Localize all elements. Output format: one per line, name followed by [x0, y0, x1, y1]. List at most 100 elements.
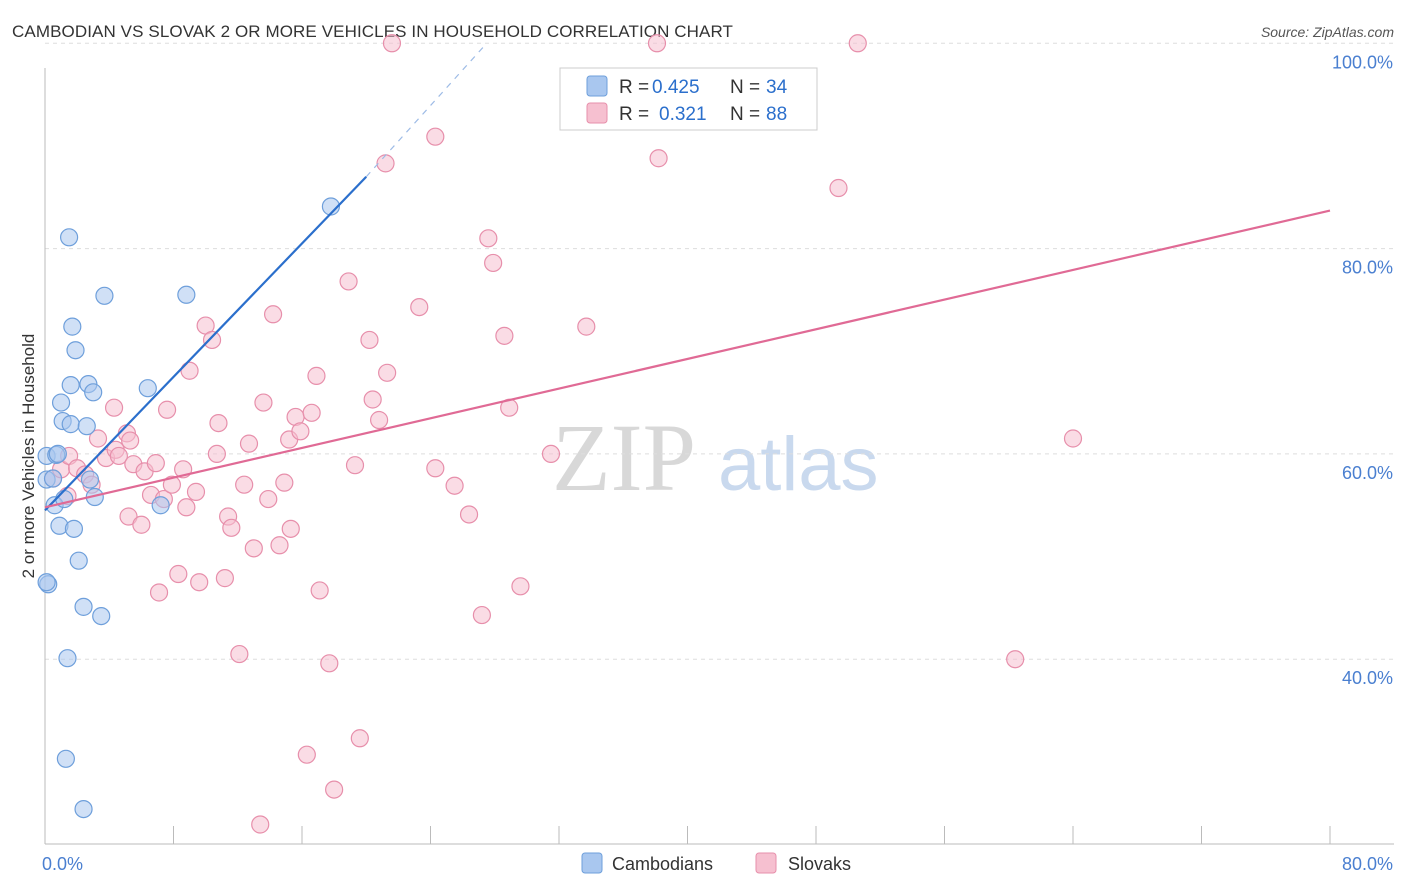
x-axis-labels: 0.0% 80.0%	[42, 854, 1393, 874]
slovak-point-79	[647, 34, 667, 53]
cambodian-point-27	[92, 606, 111, 626]
cambodian-point-24	[80, 470, 100, 489]
slovak-point-34	[215, 569, 234, 588]
slovak-point-84	[1063, 429, 1083, 448]
slovak-point-66	[410, 297, 429, 317]
slovak-point-10	[109, 446, 128, 466]
slovak-point-33	[209, 414, 228, 433]
slovak-point-53	[307, 366, 326, 385]
cambodian-legend-swatch	[586, 75, 608, 97]
slovak-point-29	[190, 573, 209, 592]
slovak-point-31	[202, 330, 222, 350]
watermark-atlas: atlas	[718, 422, 879, 507]
cambodian-point-25	[84, 383, 103, 402]
cambodian-n-value: 34	[766, 77, 788, 98]
slovak-r-value: 0.321	[659, 104, 707, 125]
slovak-point-13	[121, 431, 140, 450]
slovak-point-65	[382, 34, 402, 53]
slovak-point-64	[376, 154, 395, 173]
cambodians-legend-label: Cambodians	[612, 854, 713, 874]
slovak-point-80	[649, 149, 668, 168]
slovak-point-71	[472, 605, 491, 625]
slovak-point-37	[230, 644, 249, 664]
slovak-point-41	[251, 815, 270, 834]
slovak-point-11	[104, 398, 124, 417]
slovak-point-43	[259, 489, 278, 509]
slovak-point-54	[310, 581, 329, 600]
slovak-point-58	[345, 456, 365, 475]
slovak-point-52	[302, 403, 321, 422]
cambodian-point-33	[37, 573, 56, 592]
cambodian-point-29	[138, 379, 157, 398]
y-tick-label-2: 60.0%	[1342, 463, 1393, 483]
slovak-trend-line	[44, 209, 1331, 509]
cambodian-point-12	[58, 649, 77, 668]
chart-title: CAMBODIAN VS SLOVAK 2 OR MORE VEHICLES I…	[12, 22, 734, 41]
slovak-point-82	[848, 34, 867, 53]
y-axis-title: 2 or more Vehicles in Household	[19, 334, 38, 579]
slovak-point-14	[119, 507, 138, 526]
slovak-point-78	[577, 317, 596, 336]
stats-legend: R = 0.425 N = 34 R = 0.321 N = 88	[559, 67, 818, 131]
cambodian-point-22	[77, 417, 96, 436]
cambodian-point-31	[177, 285, 196, 304]
slovak-point-36	[222, 518, 241, 537]
cambodian-trend-extension	[365, 42, 488, 178]
cambodian-point-14	[61, 376, 80, 395]
slovak-point-7	[88, 429, 108, 448]
slovak-point-48	[281, 519, 300, 538]
cambodian-point-21	[74, 799, 93, 819]
slovak-points	[43, 34, 1083, 834]
y-tick-label-3: 40.0%	[1342, 668, 1393, 688]
y-tick-label-1: 80.0%	[1342, 258, 1393, 278]
slovaks-legend-swatch	[755, 852, 777, 874]
cambodian-point-8	[51, 393, 71, 412]
slovak-point-46	[275, 473, 294, 492]
slovak-point-24	[169, 564, 188, 584]
slovak-legend-swatch	[586, 102, 608, 124]
slovak-point-16	[132, 515, 151, 534]
y-axis-labels: 100.0% 80.0% 60.0% 40.0%	[1332, 52, 1393, 688]
slovak-point-26	[177, 498, 196, 517]
slovak-point-70	[459, 505, 479, 524]
cambodian-point-15	[61, 415, 80, 434]
x-tick-label-1: 80.0%	[1342, 854, 1393, 874]
cambodian-point-3	[43, 469, 63, 488]
cambodian-trend-line	[44, 175, 368, 512]
cambodian-point-17	[64, 519, 84, 538]
grid-lines	[45, 42, 1394, 660]
slovak-point-45	[270, 536, 289, 555]
slovak-point-57	[339, 272, 358, 291]
cambodian-point-16	[63, 317, 82, 336]
cambodian-r-label: R =	[619, 77, 649, 98]
x-axis-ticks	[44, 826, 1331, 844]
slovak-n-label: N =	[730, 104, 760, 125]
slovak-point-22	[157, 400, 177, 419]
cambodians-legend-swatch	[581, 852, 603, 874]
slovak-point-20	[149, 583, 169, 602]
slovak-point-55	[320, 654, 339, 673]
slovak-point-74	[495, 326, 514, 345]
cambodian-point-11	[56, 749, 75, 768]
watermark-zip: ZIP	[552, 404, 696, 511]
slovak-point-39	[239, 434, 259, 453]
slovak-point-61	[363, 390, 382, 409]
slovak-point-42	[254, 393, 273, 412]
cambodian-point-20	[74, 597, 93, 616]
cambodian-n-label: N =	[730, 77, 760, 98]
cambodian-point-30	[151, 496, 170, 515]
slovak-point-67	[426, 127, 445, 146]
slovak-point-76	[511, 577, 530, 596]
series-legend: Cambodians Slovaks	[581, 852, 851, 874]
slovak-point-23	[162, 475, 181, 494]
slovak-point-77	[541, 444, 561, 463]
slovak-point-19	[146, 454, 165, 473]
slovak-point-28	[186, 482, 206, 501]
cambodian-point-18	[66, 341, 85, 360]
slovak-point-60	[360, 330, 379, 350]
trend-lines	[44, 42, 1331, 512]
slovak-point-62	[370, 410, 389, 430]
slovak-point-50	[291, 422, 310, 441]
slovak-point-51	[297, 745, 316, 764]
